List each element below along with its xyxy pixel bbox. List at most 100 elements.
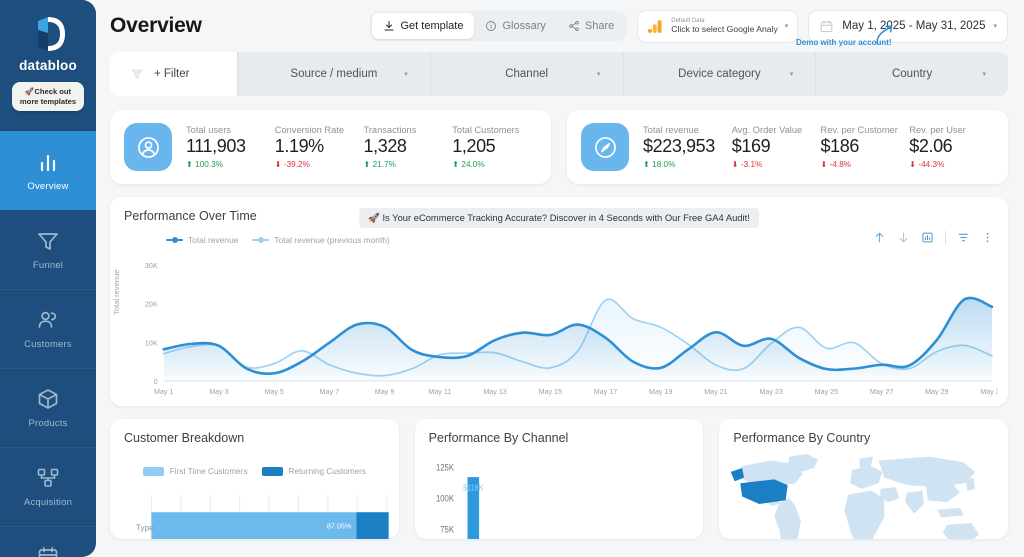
trend-up-icon: ⬆ (186, 159, 193, 169)
sidebar-item-overview[interactable]: Overview (0, 131, 96, 211)
add-filter-button[interactable]: + Filter (110, 52, 238, 96)
performance-over-time-card: Performance Over Time 🚀 Is Your eCommerc… (110, 197, 1008, 406)
sidebar-item-label: Overview (27, 181, 69, 193)
world-map[interactable] (727, 451, 1002, 539)
chart-title: Performance Over Time (124, 209, 257, 223)
svg-text:May 27: May 27 (870, 388, 893, 396)
chevron-down-icon[interactable]: ▾ (993, 23, 997, 30)
svg-text:87.05%: 87.05% (327, 523, 352, 531)
filter-label: Source / medium (290, 68, 378, 80)
legend-label: Returning Customers (288, 467, 366, 476)
svg-text:100K: 100K (436, 493, 454, 504)
customer-breakdown-plot: Type 87.05% (124, 495, 389, 539)
kpi-delta: ⬇ -39.2% (275, 159, 360, 169)
svg-text:May 13: May 13 (483, 388, 506, 396)
kpi-label: Avg. Order Value (731, 125, 803, 136)
sidebar-item-time[interactable]: Time (0, 526, 96, 557)
chevron-down-icon[interactable]: ▾ (596, 71, 601, 78)
chart-toolbar (873, 231, 994, 244)
chevron-down-icon[interactable]: ▾ (982, 71, 986, 78)
filter-icon[interactable] (957, 231, 970, 244)
filter-country[interactable]: Country ▾ (816, 52, 1008, 96)
legend-item-current[interactable]: Total revenue (166, 235, 238, 245)
svg-text:0: 0 (154, 377, 158, 386)
kpi-delta-value: -4.8% (829, 159, 852, 169)
svg-text:May 11: May 11 (428, 388, 451, 396)
legend-label: Total revenue (previous month) (274, 235, 390, 245)
sort-ascending-icon[interactable] (873, 231, 886, 244)
check-out-templates-button[interactable]: 🚀Check out more templates (12, 82, 84, 112)
kpi-value: $2.06 (909, 136, 953, 157)
kpi-label: Transactions (363, 125, 417, 136)
ga4-audit-promo-banner[interactable]: 🚀 Is Your eCommerce Tracking Accurate? D… (359, 208, 759, 228)
legend-marker-icon (252, 237, 270, 244)
svg-text:$118K: $118K (463, 483, 484, 493)
sidebar-item-customers[interactable]: Customers (0, 289, 96, 368)
more-options-icon[interactable] (981, 231, 994, 244)
sidebar-item-acquisition[interactable]: Acquisition (0, 447, 96, 526)
svg-text:20K: 20K (145, 300, 158, 309)
kpi-label: Rev. per User (909, 125, 966, 136)
kpi-value: 1,328 (363, 136, 407, 157)
legend-item-previous[interactable]: Total revenue (previous month) (252, 235, 390, 245)
kpi-label: Total revenue (643, 125, 699, 136)
google-analytics-icon (647, 18, 664, 35)
trend-down-icon: ⬇ (909, 159, 917, 169)
header: Overview Get template (96, 0, 1024, 52)
ga-picker-sub: Default Data (671, 17, 705, 24)
kpi-delta-value: 21.7% (372, 159, 396, 169)
trend-up-icon: ⬆ (363, 159, 371, 169)
kpi-value: 1.19% (274, 136, 324, 157)
svg-text:May 17: May 17 (594, 388, 617, 396)
ga-picker-main: Click to select Google Analy (671, 24, 778, 34)
performance-by-country-card: Performance By Country (719, 419, 1009, 539)
speedometer-icon (581, 123, 629, 171)
kpi-delta-value: 18.0% (652, 159, 676, 169)
kpi-label: Total users (186, 125, 231, 136)
get-template-button[interactable]: Get template (372, 13, 475, 39)
kpi-delta: ⬆ 21.7% (364, 159, 449, 169)
svg-text:75K: 75K (440, 524, 454, 535)
kpi-label: Conversion Rate (274, 125, 344, 136)
google-analytics-account-picker[interactable]: Default Data Click to select Google Anal… (637, 9, 799, 43)
filter-channel[interactable]: Channel ▾ (431, 52, 624, 96)
download-icon (383, 20, 395, 32)
filter-device-category[interactable]: Device category ▾ (624, 52, 817, 96)
chevron-down-icon[interactable]: ▾ (784, 23, 789, 30)
kpi-label: Rev. per Customer (820, 125, 898, 136)
share-button[interactable]: Share (557, 13, 625, 39)
legend-swatch (142, 467, 164, 476)
date-range-picker[interactable]: May 1, 2025 - May 31, 2025 ▾ (808, 9, 1008, 43)
svg-text:May 7: May 7 (320, 388, 339, 396)
kpi-delta: ⬆ 100.3% (186, 159, 271, 169)
glossary-button[interactable]: Glossary (474, 13, 556, 39)
performance-by-channel-plot: 125K 100K 75K $118K (425, 455, 696, 539)
legend-item-first-time[interactable]: First Time Customers (142, 467, 248, 476)
chevron-down-icon[interactable]: ▾ (404, 71, 408, 78)
kpi-delta-value: 24.0% (461, 159, 485, 169)
svg-text:May 29: May 29 (925, 388, 948, 396)
kpi-card-revenue: Total revenue $223,953 ⬆ 18.0% Avg. Orde… (567, 110, 1008, 184)
chart-export-icon[interactable] (921, 231, 934, 244)
calendar-icon (819, 19, 834, 34)
legend-item-returning[interactable]: Returning Customers (261, 467, 366, 476)
filter-source-medium[interactable]: Source / medium ▾ (238, 52, 431, 96)
filter-label: Channel (505, 68, 549, 80)
sidebar-item-funnel[interactable]: Funnel (0, 210, 96, 289)
logo-text: databloo (19, 58, 77, 73)
kpi-rev-per-user: Rev. per User $2.06 ⬇ -44.3% (909, 125, 994, 168)
kpi-delta-value: 100.3% (195, 159, 223, 169)
customer-breakdown-card: Customer Breakdown First Time Customers … (110, 419, 399, 539)
card-title: Performance By Channel (428, 431, 569, 445)
chevron-down-icon[interactable]: ▾ (789, 71, 794, 78)
sidebar-item-label: Customers (24, 339, 72, 351)
svg-text:May 9: May 9 (375, 388, 394, 396)
ga-annotation-text: Demo with your account! (796, 38, 892, 47)
svg-text:May 31: May 31 (980, 388, 998, 396)
customer-breakdown-legend: First Time Customers Returning Customers (124, 467, 385, 476)
sort-descending-icon[interactable] (897, 231, 910, 244)
sidebar-item-products[interactable]: Products (0, 368, 96, 447)
templates-line1: Check out (34, 87, 72, 96)
trend-down-icon: ⬇ (731, 159, 739, 169)
